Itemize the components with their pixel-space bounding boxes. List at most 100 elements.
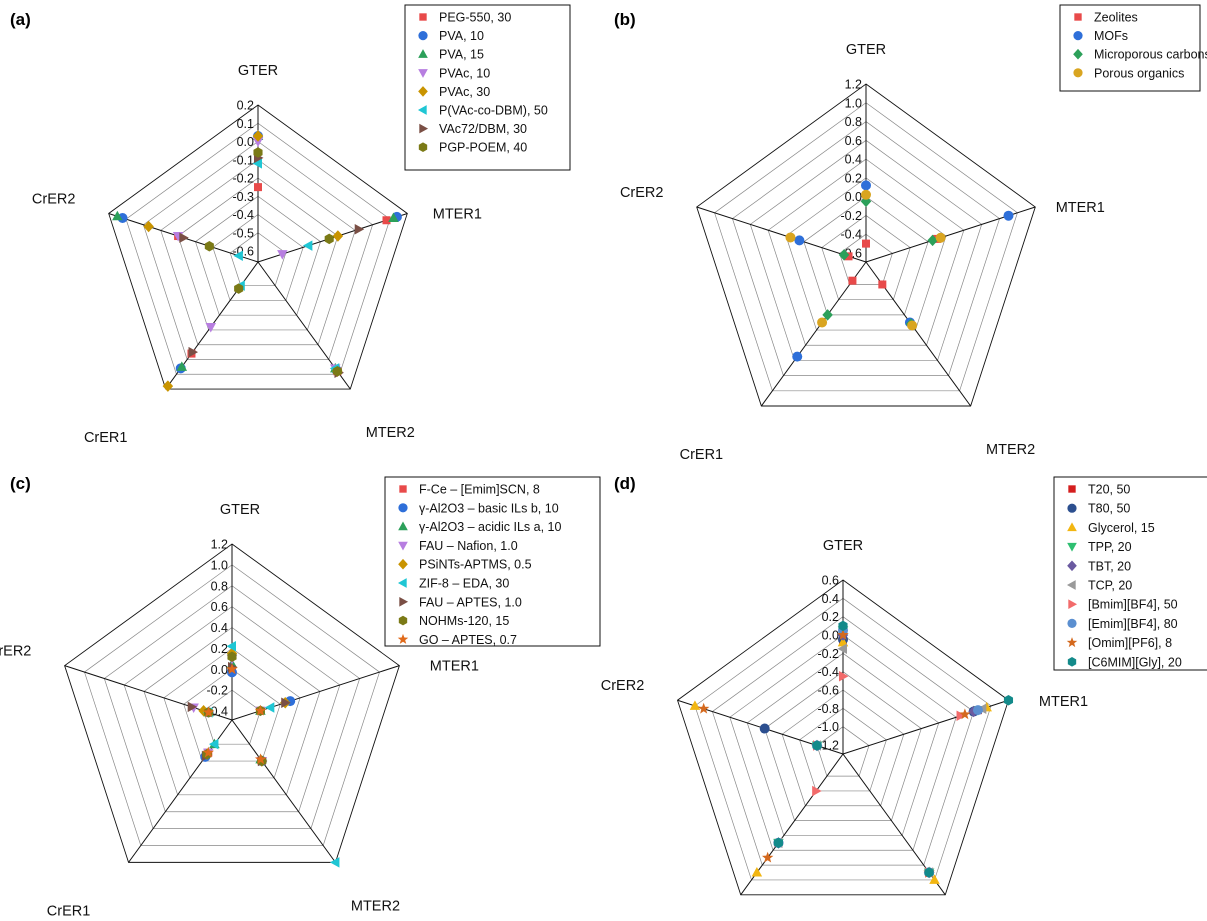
series-zeolites: [844, 234, 942, 289]
series-pva-10: [117, 131, 402, 375]
tick-label: -1.2: [817, 739, 839, 753]
legend: F-Ce – [Emim]SCN, 8 γ-Al2O3 – basic ILs b…: [384, 476, 601, 647]
data-point: [837, 643, 847, 654]
grid-ring: [163, 647, 301, 779]
axis-label-gter: GTER: [823, 538, 863, 554]
tick-label: 0.8: [845, 115, 862, 129]
data-point: [837, 629, 849, 640]
tick-labels: 0.20.10.0-0.1-0.2-0.3-0.4-0.5-0.6: [232, 99, 254, 259]
data-point: [226, 663, 238, 675]
data-point: [281, 697, 291, 708]
data-point: [792, 351, 803, 362]
grid-ring: [821, 215, 911, 301]
legend-marker: [1068, 599, 1078, 610]
data-point: [812, 740, 822, 751]
panel-letter: (d): [614, 474, 636, 493]
data-point: [179, 232, 189, 243]
data-point: [112, 210, 123, 221]
legend-label: [Emim][BF4], 80: [1088, 617, 1178, 631]
axis-labels: GTER MTER1 MTER2 CrER1 CrER2: [620, 42, 1105, 463]
grid-ring: [125, 122, 391, 375]
axis-label-crer2: CrER2: [620, 185, 664, 201]
tick-label: -0.2: [840, 209, 862, 223]
data-point: [839, 671, 849, 682]
data-point: [927, 234, 938, 247]
legend-marker: [1066, 580, 1076, 590]
tick-label: 0.4: [845, 153, 862, 167]
data-point: [188, 346, 199, 358]
legend: PEG-550, 30 PVA, 10 PVA, 15 PVAc, 10 PVAc, 3…: [404, 4, 571, 171]
grid-ring: [177, 177, 339, 331]
axis-label-mter2: MTER2: [986, 442, 1035, 458]
data-point: [959, 708, 971, 720]
legend-label: Porous organics: [1094, 66, 1184, 80]
legend-marker: [1074, 13, 1082, 21]
data-markers: [112, 130, 402, 392]
tick-label: -0.8: [817, 702, 839, 716]
tick-label: 0.6: [211, 600, 228, 614]
data-point: [861, 189, 871, 200]
grid-ring: [799, 707, 887, 792]
legend-marker: [1066, 637, 1078, 648]
data-point: [202, 746, 215, 758]
legend: Zeolites MOFs Microporous carbons Porous or…: [1059, 4, 1207, 92]
tick-label: 0.6: [845, 134, 862, 148]
data-point: [697, 702, 710, 714]
data-point: [935, 232, 946, 243]
legend-label: PSiNTs-APTMS, 0.5: [419, 558, 532, 572]
legend-marker: [1067, 618, 1077, 629]
data-point: [751, 867, 763, 877]
data-point: [956, 710, 967, 722]
axis-label-mter1: MTER1: [1039, 694, 1088, 710]
legend-marker: [418, 49, 428, 58]
axis-label-mter2: MTER2: [366, 425, 415, 441]
tick-label: 0.1: [237, 117, 254, 131]
data-point: [761, 851, 774, 863]
series-pgp-poem-40: [204, 147, 342, 377]
data-point: [388, 212, 399, 222]
grid-ring: [195, 195, 321, 316]
data-point: [822, 309, 833, 321]
data-point: [382, 216, 391, 225]
axis-spoke: [760, 261, 867, 407]
data-point: [233, 250, 243, 262]
data-point: [332, 230, 344, 242]
legend-label: GO – APTES, 0.7: [419, 633, 517, 647]
legend-marker: [398, 558, 408, 570]
data-point: [176, 361, 188, 371]
series-pva-15: [112, 130, 399, 373]
tick-label: -0.1: [232, 153, 254, 167]
legend-label: [C6MIM][Gly], 20: [1088, 655, 1182, 669]
series-tpp-20: [773, 626, 984, 879]
legend-marker: [1073, 68, 1083, 78]
axis-labels: GTER MTER1 MTER2 CrER1 CrER2: [32, 63, 482, 446]
data-markers: [785, 180, 1014, 362]
legend-marker: [1073, 48, 1083, 60]
grid-ring: [732, 121, 1000, 376]
tick-label: 0.0: [237, 135, 254, 149]
tick-label: -0.2: [817, 647, 839, 661]
legend-label: PVA, 15: [439, 48, 484, 62]
legend-marker: [1073, 30, 1083, 41]
data-point: [162, 380, 174, 392]
tick-labels: 1.21.00.80.60.40.20.0-0.2-0.4-0.6: [840, 78, 862, 261]
legend-label: P(VAc-co-DBM), 50: [439, 104, 548, 118]
data-point: [254, 704, 267, 716]
tick-label: -0.6: [817, 684, 839, 698]
radar-panel-a: (a)0.20.10.0-0.1-0.2-0.3-0.4-0.5-0.6GTER…: [10, 4, 571, 446]
tick-label: -0.3: [232, 190, 254, 204]
legend-marker: [418, 86, 428, 97]
grid-ring: [746, 652, 940, 836]
data-point: [844, 252, 853, 261]
axis-label-mter1: MTER1: [433, 206, 482, 222]
tick-label: -0.4: [840, 228, 862, 242]
axis-label-crer2: CrER2: [32, 191, 76, 207]
grid-ring: [160, 159, 356, 346]
data-point: [324, 233, 334, 245]
axis-label-gter: GTER: [220, 502, 260, 518]
tick-label: 1.2: [845, 78, 862, 92]
grid-ring: [803, 196, 929, 316]
series-go-aptes-0-7: [202, 663, 267, 765]
legend-label: γ-Al2O3 – acidic ILs a, 10: [419, 520, 561, 534]
grid-ring: [123, 606, 341, 813]
